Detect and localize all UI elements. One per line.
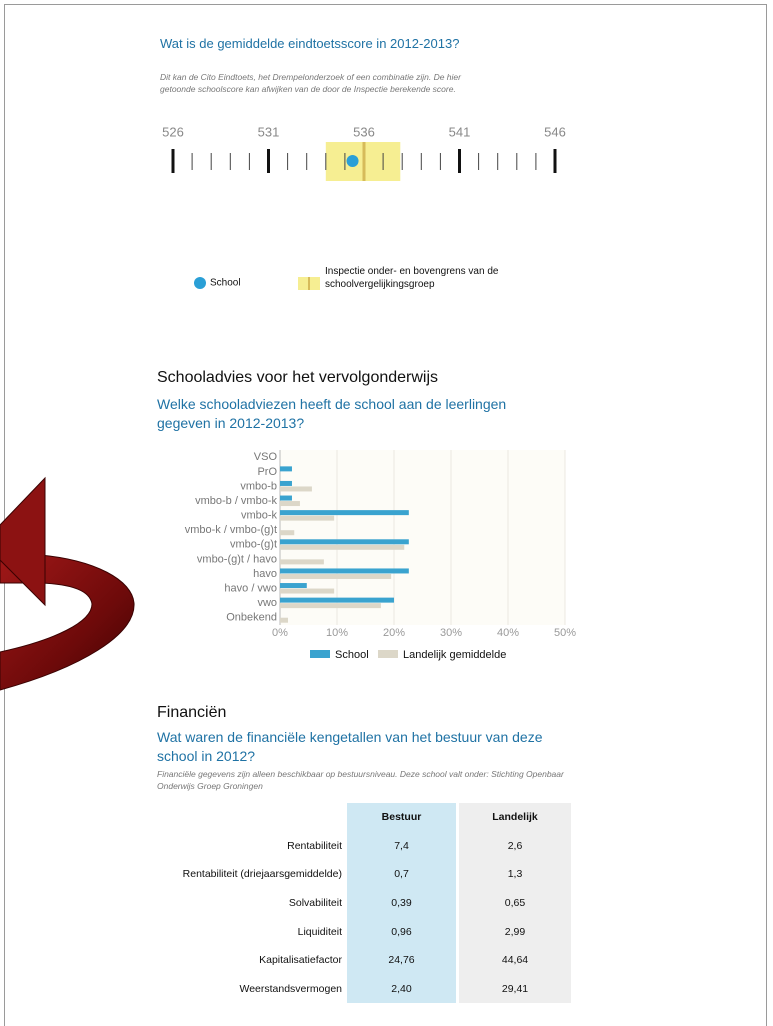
row-label: Solvabiliteit: [288, 897, 342, 910]
bar: [280, 588, 335, 594]
finance-table-wrap: Bestuur Landelijk Rentabiliteit 7,4 2,6 Renta…: [154, 803, 574, 1004]
x-tick-label: 10%: [326, 627, 348, 639]
y-tick-label: VSO: [254, 451, 278, 463]
table-row: Rentabiliteit 7,4 2,6: [157, 831, 571, 861]
column-header: Landelijk: [459, 803, 571, 832]
x-tick-label: 546: [544, 124, 566, 139]
legend-swatch: [378, 650, 398, 658]
y-tick-label: PrO: [257, 466, 277, 478]
table-cell: 0,7: [347, 860, 456, 889]
table-cell: 29,41: [459, 974, 571, 1004]
section-heading: Schooladvies voor het vervolgonderwijs: [157, 369, 439, 386]
bar: [280, 539, 409, 545]
bar: [280, 530, 295, 536]
y-tick-label: vwo: [257, 597, 277, 609]
table-cell: 0,39: [347, 888, 456, 918]
bar: [280, 544, 405, 550]
section-question: Wat waren de financiële kengetallen van …: [157, 729, 543, 764]
table-row: Liquiditeit 0,96 2,99: [157, 917, 571, 946]
table-row: Solvabiliteit 0,39 0,65: [157, 888, 571, 918]
school-dot: [346, 155, 359, 167]
y-tick-label: vmbo-k: [241, 510, 278, 522]
legend-label: Landelijk gemiddelde: [403, 649, 506, 661]
legend-swatch: [310, 650, 330, 658]
legend-label: School: [335, 649, 369, 661]
bar: [280, 603, 381, 609]
table-row: Rentabiliteit (driejaarsgemiddelde) 0,7 1,…: [157, 860, 571, 889]
table-row: Kapitalisatiefactor 24,76 44,64: [157, 945, 571, 975]
bar: [280, 495, 292, 501]
x-tick-label: 536: [353, 124, 375, 139]
row-label: Rentabiliteit (driejaarsgemiddelde): [182, 868, 342, 881]
bar: [280, 597, 394, 603]
table-cell: 1,3: [459, 860, 571, 889]
table-cell: 44,64: [459, 945, 571, 975]
row-label: Liquiditeit: [297, 925, 342, 938]
column-header: Bestuur: [347, 803, 456, 832]
table-cell: 0,96: [347, 917, 456, 946]
bar: [280, 510, 409, 516]
y-tick-label: vmbo-b / vmbo-k: [195, 495, 277, 507]
plot-background: [280, 450, 565, 625]
legend-label: Inspectie onder- en bovengrens van de sc…: [325, 266, 499, 290]
x-tick-label: 20%: [383, 627, 405, 639]
y-tick-label: vmbo-(g)t / havo: [197, 553, 277, 565]
table-cell: 24,76: [347, 945, 456, 975]
legend-label: School: [210, 278, 241, 289]
y-tick-label: Onbekend: [226, 612, 277, 624]
section-question: Welke schooladviezen heeft de school aan…: [157, 396, 507, 431]
x-tick-label: 40%: [497, 627, 519, 639]
bar: [280, 480, 292, 486]
bar: [280, 501, 300, 507]
bar: [280, 466, 292, 472]
bar: [280, 486, 312, 492]
row-label: Weerstandsvermogen: [239, 982, 342, 995]
bar: [280, 568, 409, 574]
table-cell: 2,99: [459, 917, 571, 946]
row-label: Rentabiliteit: [287, 839, 342, 852]
x-tick-label: 0%: [272, 627, 288, 639]
row-label: Kapitalisatiefactor: [259, 954, 342, 967]
y-tick-label: vmbo-(g)t: [230, 539, 277, 551]
x-tick-label: 526: [162, 124, 184, 139]
x-tick-label: 50%: [554, 627, 576, 639]
table-cell: 2,40: [347, 974, 456, 1004]
finance-table: Bestuur Landelijk Rentabiliteit 7,4 2,6 Renta…: [154, 803, 574, 1004]
y-tick-label: vmbo-b: [240, 480, 277, 492]
table-cell: 0,65: [459, 888, 571, 918]
bar: [280, 583, 307, 589]
y-tick-label: havo / vwo: [224, 582, 277, 594]
table-row: Weerstandsvermogen 2,40 29,41: [157, 974, 571, 1004]
section-note: Financiële gegevens zijn alleen beschikb…: [157, 769, 564, 791]
table-cell: 7,4: [347, 831, 456, 861]
header-row: Bestuur Landelijk: [157, 803, 571, 832]
x-tick-label: 531: [258, 124, 280, 139]
section-heading: Financiën: [157, 704, 227, 721]
x-tick-label: 30%: [440, 627, 462, 639]
table-cell: 2,6: [459, 831, 571, 861]
y-tick-label: havo: [253, 568, 277, 580]
y-tick-label: vmbo-k / vmbo-(g)t: [185, 524, 277, 536]
score-subtitle: Dit kan de Cito Eindtoets, het Drempelon…: [160, 72, 461, 94]
bar: [280, 559, 324, 565]
bar: [280, 573, 392, 579]
page-frame: [4, 4, 767, 1026]
bar: [280, 617, 288, 623]
score-title: Wat is de gemiddelde eindtoetsscore in 2…: [160, 36, 460, 51]
decorative-arrow: [0, 476, 135, 691]
legend-dot: [194, 277, 206, 289]
x-tick-label: 541: [449, 124, 471, 139]
header-spacer: [157, 803, 344, 832]
bar: [280, 515, 335, 521]
